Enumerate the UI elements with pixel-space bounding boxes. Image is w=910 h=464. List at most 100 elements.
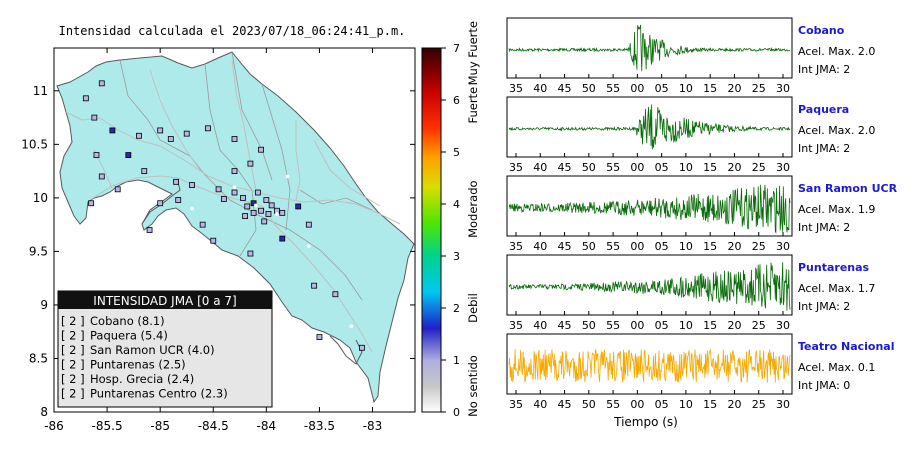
station-marker: [136, 132, 142, 139]
waveform-panels: 35 40 45 50 55 00 05 10 15 20 25 30 Cobano Acel. Max.…: [506, 17, 898, 411]
map-x-tick-label: -84.5: [198, 419, 229, 433]
station-marker: [183, 130, 190, 137]
station-marker: [258, 146, 264, 153]
waveform-x-tick-label: 40: [533, 398, 547, 411]
waveform-x-tick-label: 30: [776, 161, 790, 174]
colorbar-gradient: [421, 47, 442, 413]
waveform-station-name: Paquera: [798, 103, 849, 116]
colorbar-tick-label: 7: [453, 42, 460, 55]
waveform-x-tick-label: 45: [558, 82, 572, 95]
waveform-frame: [506, 254, 793, 316]
waveform-x-tick-label: 35: [509, 82, 523, 95]
waveform-int-jma: Int JMA: 2: [798, 221, 850, 234]
waveform-x-tick-label: 30: [776, 82, 790, 95]
waveform-x-tick-label: 55: [606, 398, 620, 411]
station-marker: [175, 197, 182, 203]
intensity-colorbar: 0 1 2 3 4 5 6 7 No sentido Debil Moderado Fuerte Mu…: [421, 21, 480, 419]
town-dot: [232, 185, 237, 189]
station-marker: [88, 200, 95, 207]
waveform-x-tick-label: 15: [703, 240, 717, 253]
station-marker: [189, 182, 195, 188]
waveform-x-tick-label: 20: [727, 319, 741, 332]
waveform-x-tick-label: 10: [679, 319, 693, 332]
map-x-tick-label: -83: [363, 419, 383, 433]
station-marker: [109, 127, 116, 134]
station-marker: [250, 200, 257, 207]
map-y-tick-label: 9.5: [29, 244, 48, 258]
legend-title: INTENSIDAD JMA [0 a 7]: [93, 294, 236, 308]
waveform-int-jma: Int JMA: 0: [798, 379, 850, 392]
station-marker: [98, 173, 105, 180]
waveform-x-tick-label: 05: [655, 82, 669, 95]
station-marker: [316, 334, 323, 340]
station-marker: [247, 160, 254, 167]
colorbar-tick-label: 6: [453, 94, 460, 107]
waveform-x-tick-label: 15: [703, 398, 717, 411]
legend-row-intensity: [ 2 ]: [61, 329, 85, 343]
map-y-tick-label: 9: [40, 298, 48, 312]
waveform-x-tick-label: 55: [606, 319, 620, 332]
waveform-x-tick-label: 50: [582, 398, 596, 411]
legend-row-station: Paquera (5.4): [90, 329, 168, 343]
station-marker: [141, 168, 148, 175]
costa-rica-landmass: [56, 51, 415, 404]
colorbar-category-label: No sentido: [466, 355, 480, 417]
station-marker: [263, 197, 270, 203]
waveform-trace: [508, 24, 791, 72]
waveform-int-jma: Int JMA: 2: [798, 142, 850, 155]
waveform-panel: 35 40 45 50 55 00 05 10 15 20 25 30 San Ramon UCR Ace…: [506, 175, 898, 253]
waveform-trace: [508, 184, 791, 234]
station-marker: [247, 250, 254, 257]
station-marker: [205, 125, 211, 132]
roads: [65, 59, 401, 353]
station-marker: [258, 207, 264, 214]
map-x-tick-label: -84: [257, 419, 277, 433]
legend-row-intensity: [ 2 ]: [61, 358, 85, 372]
waveform-x-tick-label: 15: [703, 161, 717, 174]
colorbar-labels: No sentido Debil Moderado Fuerte Muy Fuerte: [466, 21, 480, 417]
legend-rows: [ 2 ] Cobano (8.1) [ 2 ] Paquera (5.4) [ 2 ]…: [61, 314, 228, 401]
waveform-x-tick-label: 40: [533, 319, 547, 332]
station-marker: [199, 221, 206, 228]
station-marker: [220, 196, 227, 202]
waveform-x-tick-label: 30: [776, 240, 790, 253]
station-marker: [215, 186, 222, 193]
map-y-tick-label: 10: [33, 191, 48, 205]
waveform-x-tick-label: 45: [558, 319, 572, 332]
town-dot: [190, 206, 194, 211]
waveform-x-tick-label: 55: [606, 161, 620, 174]
waveform-x-tick-label: 10: [679, 240, 693, 253]
legend-row-station: San Ramon UCR (4.0): [90, 343, 215, 357]
station-marker: [265, 211, 272, 217]
waveform-x-tick-label: 05: [655, 398, 669, 411]
colorbar-category-label: Debil: [466, 293, 480, 323]
waveform-frame: [506, 17, 793, 79]
station-marker: [231, 189, 238, 196]
station-marker: [82, 95, 89, 102]
map-x-axis: -86 -85.5 -85 -84.5 -84 -83.5 -83: [44, 48, 382, 433]
legend-row-intensity: [ 2 ]: [61, 314, 85, 328]
waveform-station-name: San Ramon UCR: [798, 182, 898, 195]
waveform-x-tick-label: 25: [752, 82, 766, 95]
colorbar-tick-label: 0: [453, 406, 460, 419]
waveform-x-tick-label: 25: [752, 240, 766, 253]
legend-row-station: Puntarenas (2.5): [90, 358, 186, 372]
colorbar-tick-label: 1: [453, 354, 460, 367]
station-marker: [125, 152, 132, 158]
map-x-tick-label: -85: [150, 419, 170, 433]
town-dot: [285, 174, 290, 179]
waveform-x-tick-label: 20: [727, 398, 741, 411]
gulf-shore: [141, 181, 181, 225]
waveform-x-tick-label: 30: [776, 319, 790, 332]
colorbar-ticks: 0 1 2 3 4 5 6 7: [441, 42, 460, 419]
waveform-x-axis-label: Tiempo (s): [613, 415, 678, 429]
station-marker: [254, 189, 261, 196]
map-x-tick-label: -86: [44, 419, 64, 433]
waveform-x-tick-label: 10: [679, 161, 693, 174]
station-marker: [93, 152, 100, 158]
waveform-trace: [508, 262, 791, 311]
station-marker: [332, 291, 339, 298]
station-marker: [240, 194, 246, 201]
waveform-x-tick-label: 40: [533, 161, 547, 174]
